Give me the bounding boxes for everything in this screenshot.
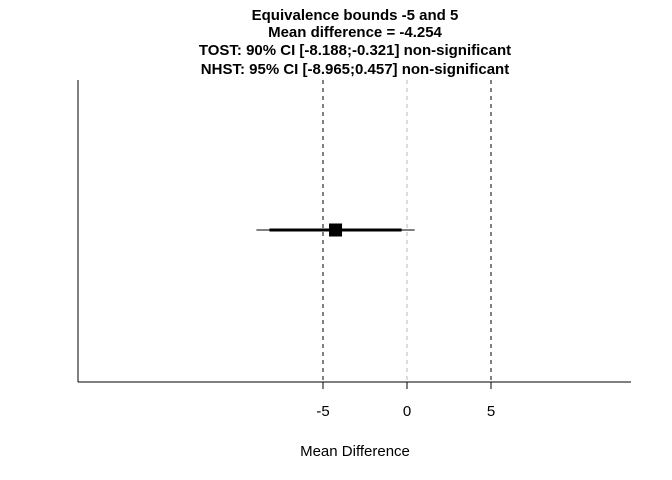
x-tick-label: -5 [316,403,329,420]
mean-difference-point [329,223,343,237]
x-axis-label: Mean Difference [300,443,410,460]
x-axis-ticks: -5 0 5 [316,382,495,420]
title-line-1: Equivalence bounds -5 and 5 [252,7,459,24]
x-tick-label: 0 [403,403,411,420]
title-line-3: TOST: 90% CI [-8.188;-0.321] non-signifi… [199,42,511,59]
chart-title: Equivalence bounds -5 and 5 Mean differe… [199,7,511,78]
title-line-4: NHST: 95% CI [-8.965;0.457] non-signific… [201,61,509,78]
x-tick-label: 5 [487,403,495,420]
title-line-2: Mean difference = -4.254 [268,24,442,41]
